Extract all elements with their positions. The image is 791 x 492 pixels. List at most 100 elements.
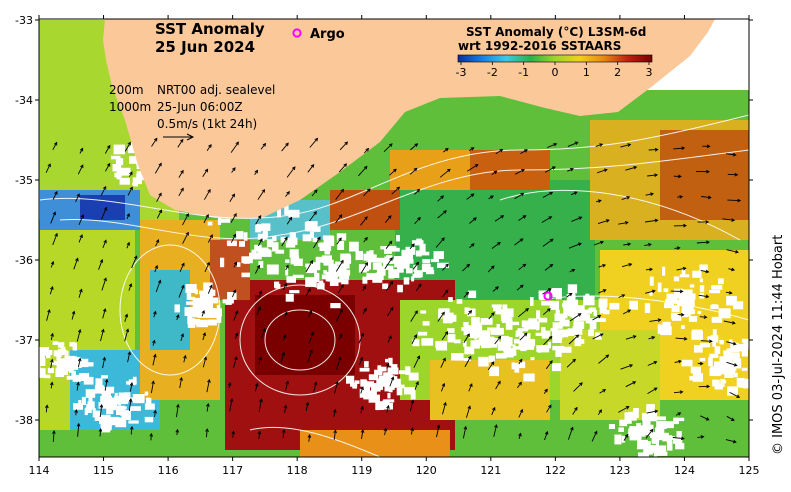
cloud-gap-cell [132, 182, 138, 187]
cloud-gap-cell [319, 242, 332, 251]
current-arrow [727, 199, 741, 202]
cloud-gap-cell [243, 257, 250, 264]
cloud-gap-cell [382, 283, 389, 290]
cloud-gap-cell [375, 401, 384, 410]
current-arrow-head [493, 170, 498, 175]
current-arrow [46, 309, 50, 321]
cloud-gap-cell [243, 232, 248, 241]
current-arrow-head [388, 143, 393, 147]
current-arrow [338, 163, 347, 173]
cloud-gap-cell [675, 417, 685, 422]
current-arrow [104, 379, 108, 391]
cloud-gap-cell [174, 304, 180, 313]
cloud-gap-cell [688, 316, 698, 322]
current-arrow-head [441, 237, 445, 241]
cloud-gap-cell [505, 320, 513, 330]
current-arrow [625, 381, 636, 388]
current-arrow [675, 337, 687, 340]
cloud-gap-cell [489, 344, 498, 348]
cloud-gap-cell [399, 384, 405, 389]
cloud-gap-cell [622, 419, 632, 424]
y-tick-label: -38 [15, 414, 33, 427]
cloud-gap-cell [621, 435, 625, 443]
current-arrow [729, 391, 740, 398]
legend-product: NRT00 adj. sealevel [157, 83, 275, 97]
current-arrow-head [317, 236, 321, 241]
current-arrow-head [598, 409, 602, 413]
current-arrow [361, 429, 364, 439]
cloud-gap-cell [422, 321, 430, 326]
current-arrow-head [340, 188, 345, 193]
current-arrow-head [519, 238, 524, 242]
current-arrow-head [386, 404, 390, 409]
colorbar-bar [457, 54, 653, 63]
cloud-gap-cell [258, 260, 264, 268]
cloud-gap-cell [50, 360, 60, 365]
cloud-gap-cell [692, 373, 703, 382]
current-arrow-head [129, 381, 134, 386]
current-arrow-head [523, 332, 528, 337]
cloud-gap-cell [422, 259, 431, 264]
current-arrow [436, 425, 440, 438]
current-arrow [182, 232, 189, 244]
cloud-gap-cell [660, 326, 672, 336]
current-vectors [45, 137, 742, 444]
cloud-gap-cell [354, 380, 360, 384]
current-arrow-head [627, 143, 632, 147]
current-arrow [622, 309, 631, 315]
current-arrow [335, 214, 343, 224]
current-arrow [182, 213, 189, 226]
current-arrow [124, 329, 129, 342]
cloud-gap-cell [473, 332, 478, 340]
cloud-gap-cell [144, 416, 154, 423]
current-arrow [645, 429, 654, 439]
current-arrow [598, 289, 606, 294]
current-arrow-head [470, 147, 475, 151]
current-arrow [152, 354, 156, 366]
current-arrow-head [445, 263, 449, 268]
current-arrow-head [518, 358, 523, 363]
cloud-gap-cell [43, 374, 51, 379]
current-arrow [50, 212, 56, 224]
current-arrow [492, 286, 499, 292]
cloud-gap-cell [463, 322, 469, 326]
current-arrow-head [343, 163, 348, 167]
cloud-gap-cell [712, 338, 716, 347]
current-arrow [466, 193, 474, 200]
current-arrow-head [679, 195, 684, 199]
current-arrow-head [731, 218, 736, 222]
cloud-gap-cell [70, 358, 82, 368]
cloud-gap-cell [184, 307, 196, 316]
current-arrow [389, 168, 397, 176]
current-arrow-head [413, 334, 418, 338]
cloud-gap-cell [655, 427, 665, 436]
cloud-gap-cell [391, 364, 398, 369]
current-arrow [383, 143, 393, 153]
current-arrow [518, 409, 523, 418]
cloud-gap-cell [68, 364, 74, 373]
current-arrow-head [522, 215, 527, 219]
current-arrow-head [50, 260, 55, 265]
current-arrow-head [678, 359, 683, 364]
argo-label: Argo [310, 27, 345, 42]
current-arrow-head [525, 307, 530, 312]
current-arrow [78, 234, 83, 243]
cloud-gap-cell [451, 353, 462, 361]
cloud-gap-cell [114, 172, 122, 178]
current-arrow [440, 358, 446, 368]
current-arrow-head [283, 282, 288, 287]
current-arrow-head [547, 308, 551, 312]
colorbar-tick-label: 0 [552, 66, 559, 79]
current-arrow-head [699, 361, 704, 366]
cloud-gap-cell [416, 238, 422, 245]
current-arrow-head [305, 401, 310, 406]
current-arrow [206, 403, 209, 412]
cloud-gap-cell [437, 262, 449, 268]
current-arrow-head [49, 381, 54, 386]
current-arrow [363, 148, 369, 154]
cloud-gap-cell [490, 330, 502, 335]
current-arrow-head [180, 333, 185, 337]
current-arrow [597, 219, 610, 225]
current-arrow [100, 329, 104, 342]
current-arrow [285, 191, 290, 197]
